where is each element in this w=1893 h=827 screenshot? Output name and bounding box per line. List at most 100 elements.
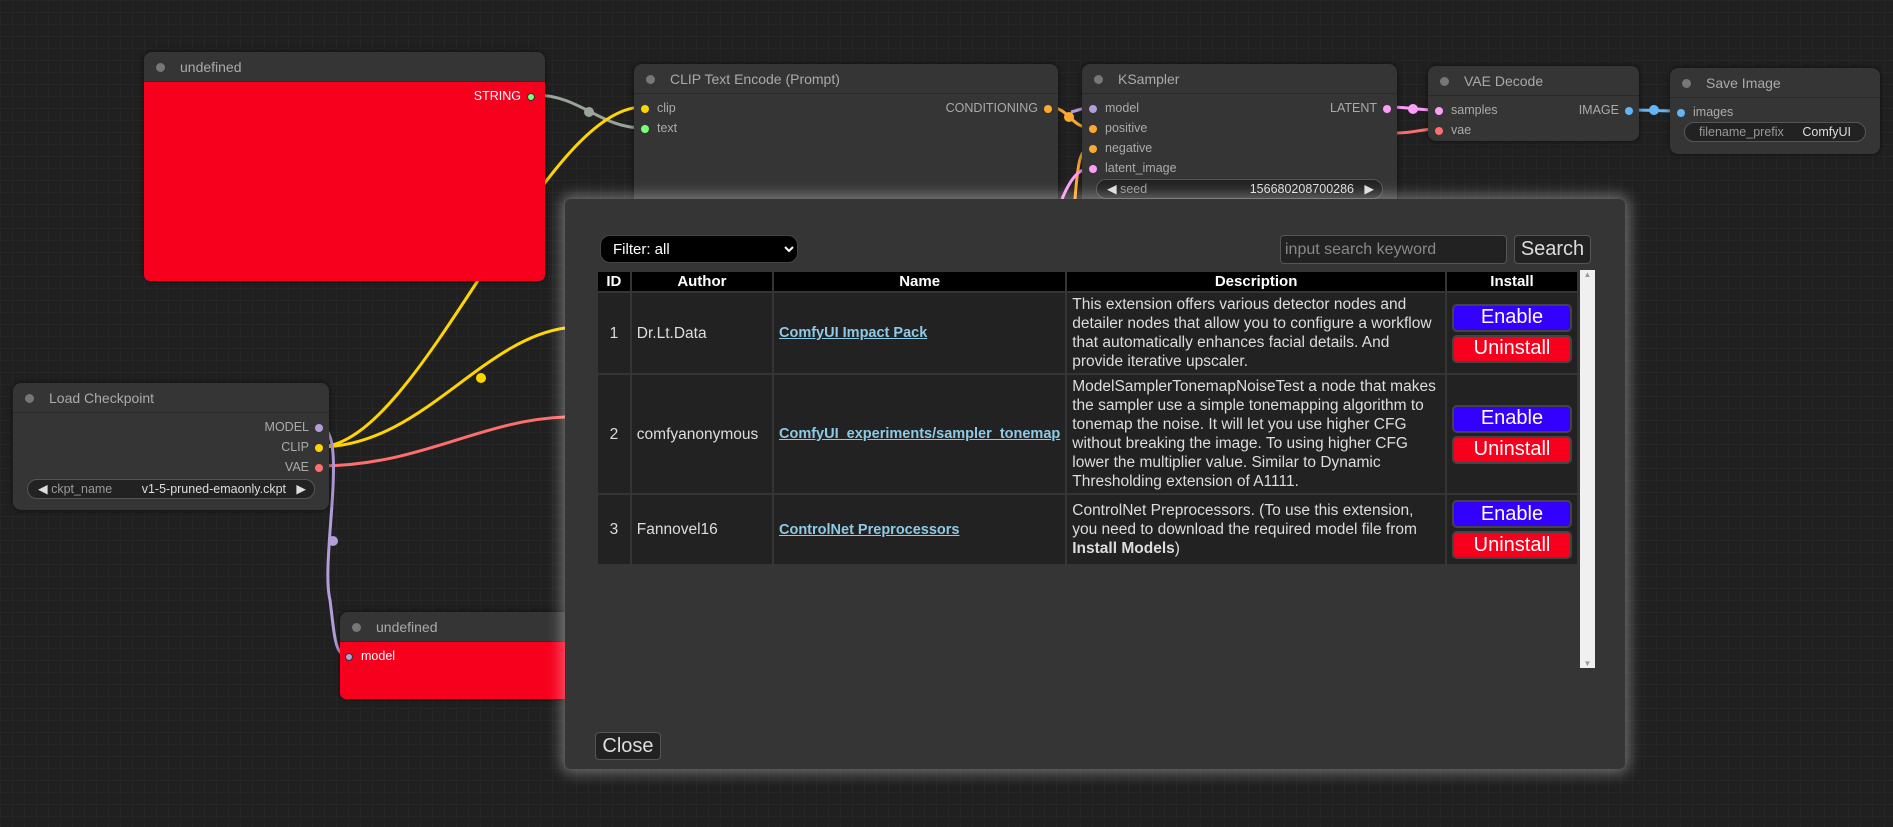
arrow-left-icon[interactable]: ◀	[38, 482, 48, 496]
node-title[interactable]: undefined	[340, 612, 580, 642]
slot-label: CONDITIONING	[945, 101, 1038, 115]
wire-vae	[318, 415, 566, 468]
node-title[interactable]: VAE Decode	[1428, 66, 1639, 96]
widget-label: filename_prefix	[1699, 125, 1784, 139]
wire-midpoint	[584, 107, 594, 117]
filter-select[interactable]: Filter: all	[600, 235, 798, 263]
node-title[interactable]: KSampler	[1082, 64, 1397, 94]
table-scrollbar[interactable]: ▲ ▼	[1580, 270, 1595, 668]
slot-dot-icon[interactable]	[345, 652, 353, 661]
filename-prefix-widget[interactable]: filename_prefix ComfyUI	[1684, 122, 1866, 142]
slot-dot-icon[interactable]	[1044, 104, 1052, 113]
slot-dot-icon[interactable]	[527, 92, 535, 101]
slot-dot-icon[interactable]	[1089, 164, 1097, 173]
arrow-left-icon[interactable]: ◀	[1107, 182, 1117, 196]
arrow-right-icon[interactable]: ▶	[1364, 182, 1374, 196]
table-row: 1 Dr.Lt.Data ComfyUI Impact Pack This ex…	[596, 291, 1580, 375]
input-vae[interactable]: vae	[1435, 123, 1471, 137]
search-button[interactable]: Search	[1514, 235, 1591, 264]
slot-dot-icon[interactable]	[1383, 104, 1391, 113]
cell-install: Enable Uninstall	[1444, 493, 1580, 566]
table-row: 3 Fannovel16 ControlNet Preprocessors Co…	[596, 493, 1580, 566]
arrow-right-icon[interactable]: ▶	[296, 482, 306, 496]
wire-midpoint	[1064, 112, 1074, 122]
uninstall-button[interactable]: Uninstall	[1451, 334, 1572, 363]
scroll-up-icon[interactable]: ▲	[1583, 270, 1592, 279]
slot-dot-icon[interactable]	[1435, 106, 1443, 115]
node-title[interactable]: Save Image	[1670, 68, 1880, 98]
slot-dot-icon[interactable]	[315, 423, 323, 432]
enable-button[interactable]: Enable	[1451, 500, 1572, 528]
close-button[interactable]: Close	[595, 732, 661, 760]
slot-dot-icon[interactable]	[1089, 144, 1097, 153]
description-text: )	[1174, 540, 1180, 557]
enable-button[interactable]: Enable	[1451, 404, 1572, 433]
input-model[interactable]: model	[345, 649, 395, 663]
cell-description: ModelSamplerTonemapNoiseTest a node that…	[1065, 373, 1447, 495]
uninstall-button[interactable]: Uninstall	[1451, 531, 1572, 559]
output-image[interactable]: IMAGE	[1579, 103, 1633, 117]
input-model[interactable]: model	[1089, 101, 1139, 115]
slot-label: CLIP	[281, 440, 309, 454]
node-undefined-bottom[interactable]: undefined model	[340, 612, 580, 699]
column-header-name: Name	[771, 270, 1068, 293]
output-vae[interactable]: VAE	[285, 460, 323, 474]
slot-label: STRING	[473, 89, 521, 103]
search-input[interactable]	[1280, 235, 1507, 264]
column-header-author: Author	[629, 270, 775, 293]
cell-author: comfyanonymous	[629, 373, 775, 495]
output-conditioning[interactable]: CONDITIONING	[946, 101, 1052, 115]
slot-label: samples	[1451, 103, 1498, 117]
cell-id: 3	[596, 493, 632, 566]
slot-dot-icon[interactable]	[315, 443, 323, 452]
slot-label: VAE	[284, 460, 309, 474]
input-images[interactable]: images	[1677, 105, 1733, 119]
ckpt-name-widget[interactable]: ◀ ckpt_name v1-5-pruned-emaonly.ckpt ▶	[27, 479, 315, 499]
slot-dot-icon[interactable]	[641, 104, 649, 113]
column-header-id: ID	[596, 270, 632, 293]
extension-link[interactable]: ComfyUI_experiments/sampler_tonemap	[779, 426, 1061, 442]
output-model[interactable]: MODEL	[265, 420, 323, 434]
input-negative[interactable]: negative	[1089, 141, 1152, 155]
node-load-checkpoint[interactable]: Load Checkpoint MODEL CLIP VAE ◀ ckpt_na…	[13, 383, 329, 510]
input-clip[interactable]: clip	[641, 101, 676, 115]
extension-link[interactable]: ControlNet Preprocessors	[779, 521, 960, 538]
wire-midpoint	[328, 536, 338, 546]
slot-dot-icon[interactable]	[1677, 108, 1685, 117]
uninstall-button[interactable]: Uninstall	[1451, 435, 1572, 464]
slot-dot-icon[interactable]	[1089, 104, 1097, 113]
slot-dot-icon[interactable]	[1435, 126, 1443, 135]
slot-dot-icon[interactable]	[315, 463, 323, 472]
install-models-text: Install Models	[1072, 540, 1175, 557]
node-title[interactable]: CLIP Text Encode (Prompt)	[634, 64, 1058, 94]
slot-dot-icon[interactable]	[641, 124, 649, 133]
node-undefined-top[interactable]: undefined STRING	[144, 52, 545, 281]
output-latent[interactable]: LATENT	[1330, 101, 1391, 115]
wire-midpoint	[476, 373, 486, 383]
widget-label: seed	[1120, 182, 1148, 196]
input-positive[interactable]: positive	[1089, 121, 1147, 135]
slot-dot-icon[interactable]	[1089, 124, 1097, 133]
slot-dot-icon[interactable]	[1625, 106, 1633, 115]
seed-widget[interactable]: ◀ seed 156680208700286 ▶	[1096, 179, 1383, 199]
custom-nodes-manager-dialog: Filter: all Search ID Author Name Descri…	[565, 199, 1625, 769]
extension-link[interactable]: ComfyUI Impact Pack	[779, 325, 928, 341]
slot-label: images	[1693, 105, 1734, 119]
cell-name: ComfyUI_experiments/sampler_tonemap	[771, 373, 1068, 495]
enable-button[interactable]: Enable	[1451, 303, 1572, 332]
cell-id: 2	[596, 373, 632, 495]
output-string[interactable]: STRING	[474, 89, 535, 103]
input-text[interactable]: text	[641, 121, 677, 135]
wire-midpoint	[1649, 105, 1659, 115]
slot-label: model	[1105, 101, 1140, 115]
input-latent-image[interactable]: latent_image	[1089, 161, 1177, 175]
node-save-image[interactable]: Save Image images filename_prefix ComfyU…	[1670, 68, 1880, 154]
output-clip[interactable]: CLIP	[281, 440, 323, 454]
scroll-down-icon[interactable]: ▼	[1583, 659, 1592, 668]
input-samples[interactable]: samples	[1435, 103, 1498, 117]
cell-name: ComfyUI Impact Pack	[771, 291, 1068, 375]
node-vae-decode[interactable]: VAE Decode samples vae IMAGE	[1428, 66, 1639, 141]
column-header-description: Description	[1065, 270, 1447, 293]
node-title[interactable]: Load Checkpoint	[13, 383, 329, 413]
node-title[interactable]: undefined	[144, 52, 545, 82]
